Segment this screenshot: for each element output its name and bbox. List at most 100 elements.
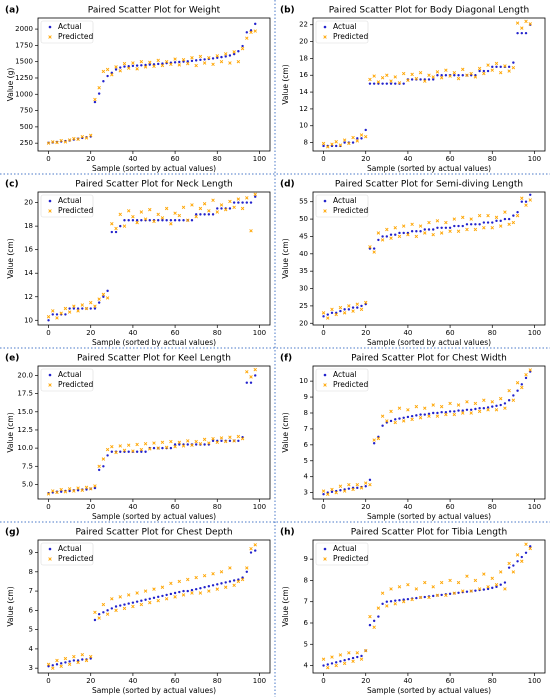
predicted-point: [240, 577, 245, 582]
predicted-point: [520, 26, 524, 30]
x-tick-label: 80: [213, 677, 222, 685]
predicted-point: [520, 559, 524, 563]
predicted-point: [528, 546, 532, 551]
actual-point: [465, 590, 469, 593]
predicted-point: [359, 133, 364, 137]
actual-point: [127, 219, 130, 222]
y-tick-label: 1000: [15, 90, 33, 98]
series: [46, 367, 257, 496]
predicted-point: [169, 581, 173, 586]
x-tick-label: 80: [488, 329, 497, 337]
predicted-point: [177, 579, 182, 584]
actual-point: [182, 219, 185, 222]
actual-point: [326, 313, 329, 316]
actual-point: [135, 450, 139, 453]
y-tick-label: 8: [304, 576, 308, 584]
x-tick-label: 40: [128, 503, 137, 511]
x-tick-label: 40: [403, 677, 412, 685]
legend-marker: [48, 547, 52, 551]
actual-point: [186, 60, 189, 63]
predicted-point: [461, 589, 465, 593]
actual-point: [123, 603, 126, 606]
predicted-point: [173, 595, 177, 599]
actual-point: [444, 410, 448, 414]
predicted-point: [351, 309, 355, 313]
actual-point: [482, 407, 486, 410]
panel-label: (d): [280, 180, 295, 190]
x-axis-label: Sample (sorted by actual values): [367, 338, 491, 347]
actual-point: [140, 450, 143, 453]
legend-label: Actual: [333, 544, 357, 553]
actual-point: [351, 306, 355, 309]
actual-point: [245, 570, 248, 574]
predicted-point: [452, 217, 457, 221]
predicted-point: [76, 486, 80, 490]
predicted-point: [401, 71, 406, 76]
actual-point: [224, 55, 227, 58]
actual-point: [507, 566, 511, 569]
predicted-point: [524, 373, 528, 377]
predicted-point: [126, 443, 131, 447]
actual-point: [140, 64, 143, 67]
actual-point: [394, 599, 397, 602]
actual-point: [173, 61, 177, 64]
subplot-title: Paired Scatter Plot for Keel Length: [77, 354, 231, 364]
subplot-title: Paired Scatter Plot for Chest Width: [351, 354, 507, 364]
actual-point: [178, 219, 181, 222]
predicted-point: [105, 447, 110, 452]
predicted-point: [245, 196, 249, 200]
x-tick-label: 80: [213, 329, 222, 337]
predicted-point: [355, 139, 360, 143]
legend-box: [315, 20, 369, 44]
actual-point: [127, 450, 130, 453]
actual-point: [148, 597, 151, 600]
y-tick-label: 17.5: [17, 390, 33, 398]
predicted-point: [126, 66, 131, 70]
x-tick-label: 20: [86, 329, 95, 337]
predicted-point: [477, 409, 482, 414]
predicted-point: [473, 401, 478, 406]
predicted-point: [334, 140, 338, 144]
y-tick-label: 20.0: [17, 371, 33, 379]
predicted-point: [326, 145, 330, 149]
predicted-point: [330, 142, 334, 146]
predicted-point: [456, 229, 461, 233]
predicted-point: [202, 202, 207, 206]
predicted-point: [359, 657, 364, 661]
predicted-point: [93, 610, 97, 615]
predicted-point: [389, 587, 393, 591]
y-tick-label: 9: [304, 393, 308, 401]
actual-point: [419, 78, 422, 81]
legend-label: Actual: [58, 544, 82, 553]
actual-point: [427, 412, 431, 415]
predicted-point: [93, 97, 97, 102]
actual-point: [140, 599, 143, 602]
x-tick-label: 20: [361, 503, 370, 511]
actual-point: [351, 141, 355, 144]
predicted-point: [465, 227, 469, 232]
predicted-point: [372, 250, 376, 254]
actual-point: [106, 74, 109, 78]
predicted-point: [114, 226, 118, 231]
predicted-point: [423, 406, 427, 410]
predicted-point: [503, 210, 507, 214]
predicted-point: [406, 408, 410, 412]
predicted-point: [198, 591, 203, 595]
actual-point: [432, 594, 435, 598]
x-axis-label: Sample (sorted by actual values): [92, 512, 216, 521]
actual-point: [97, 613, 101, 616]
predicted-point: [385, 419, 389, 423]
predicted-point: [223, 207, 228, 212]
predicted-point: [55, 316, 59, 320]
actual-point: [491, 221, 494, 224]
actual-point: [249, 29, 253, 32]
predicted-point: [414, 76, 419, 81]
x-axis-label: Sample (sorted by actual values): [367, 164, 491, 173]
x-tick-label: 20: [86, 155, 95, 163]
predicted-point: [385, 604, 389, 608]
actual-point: [144, 598, 147, 601]
actual-point: [322, 493, 325, 496]
predicted-point: [334, 490, 338, 495]
y-tick-label: 50: [299, 215, 308, 223]
